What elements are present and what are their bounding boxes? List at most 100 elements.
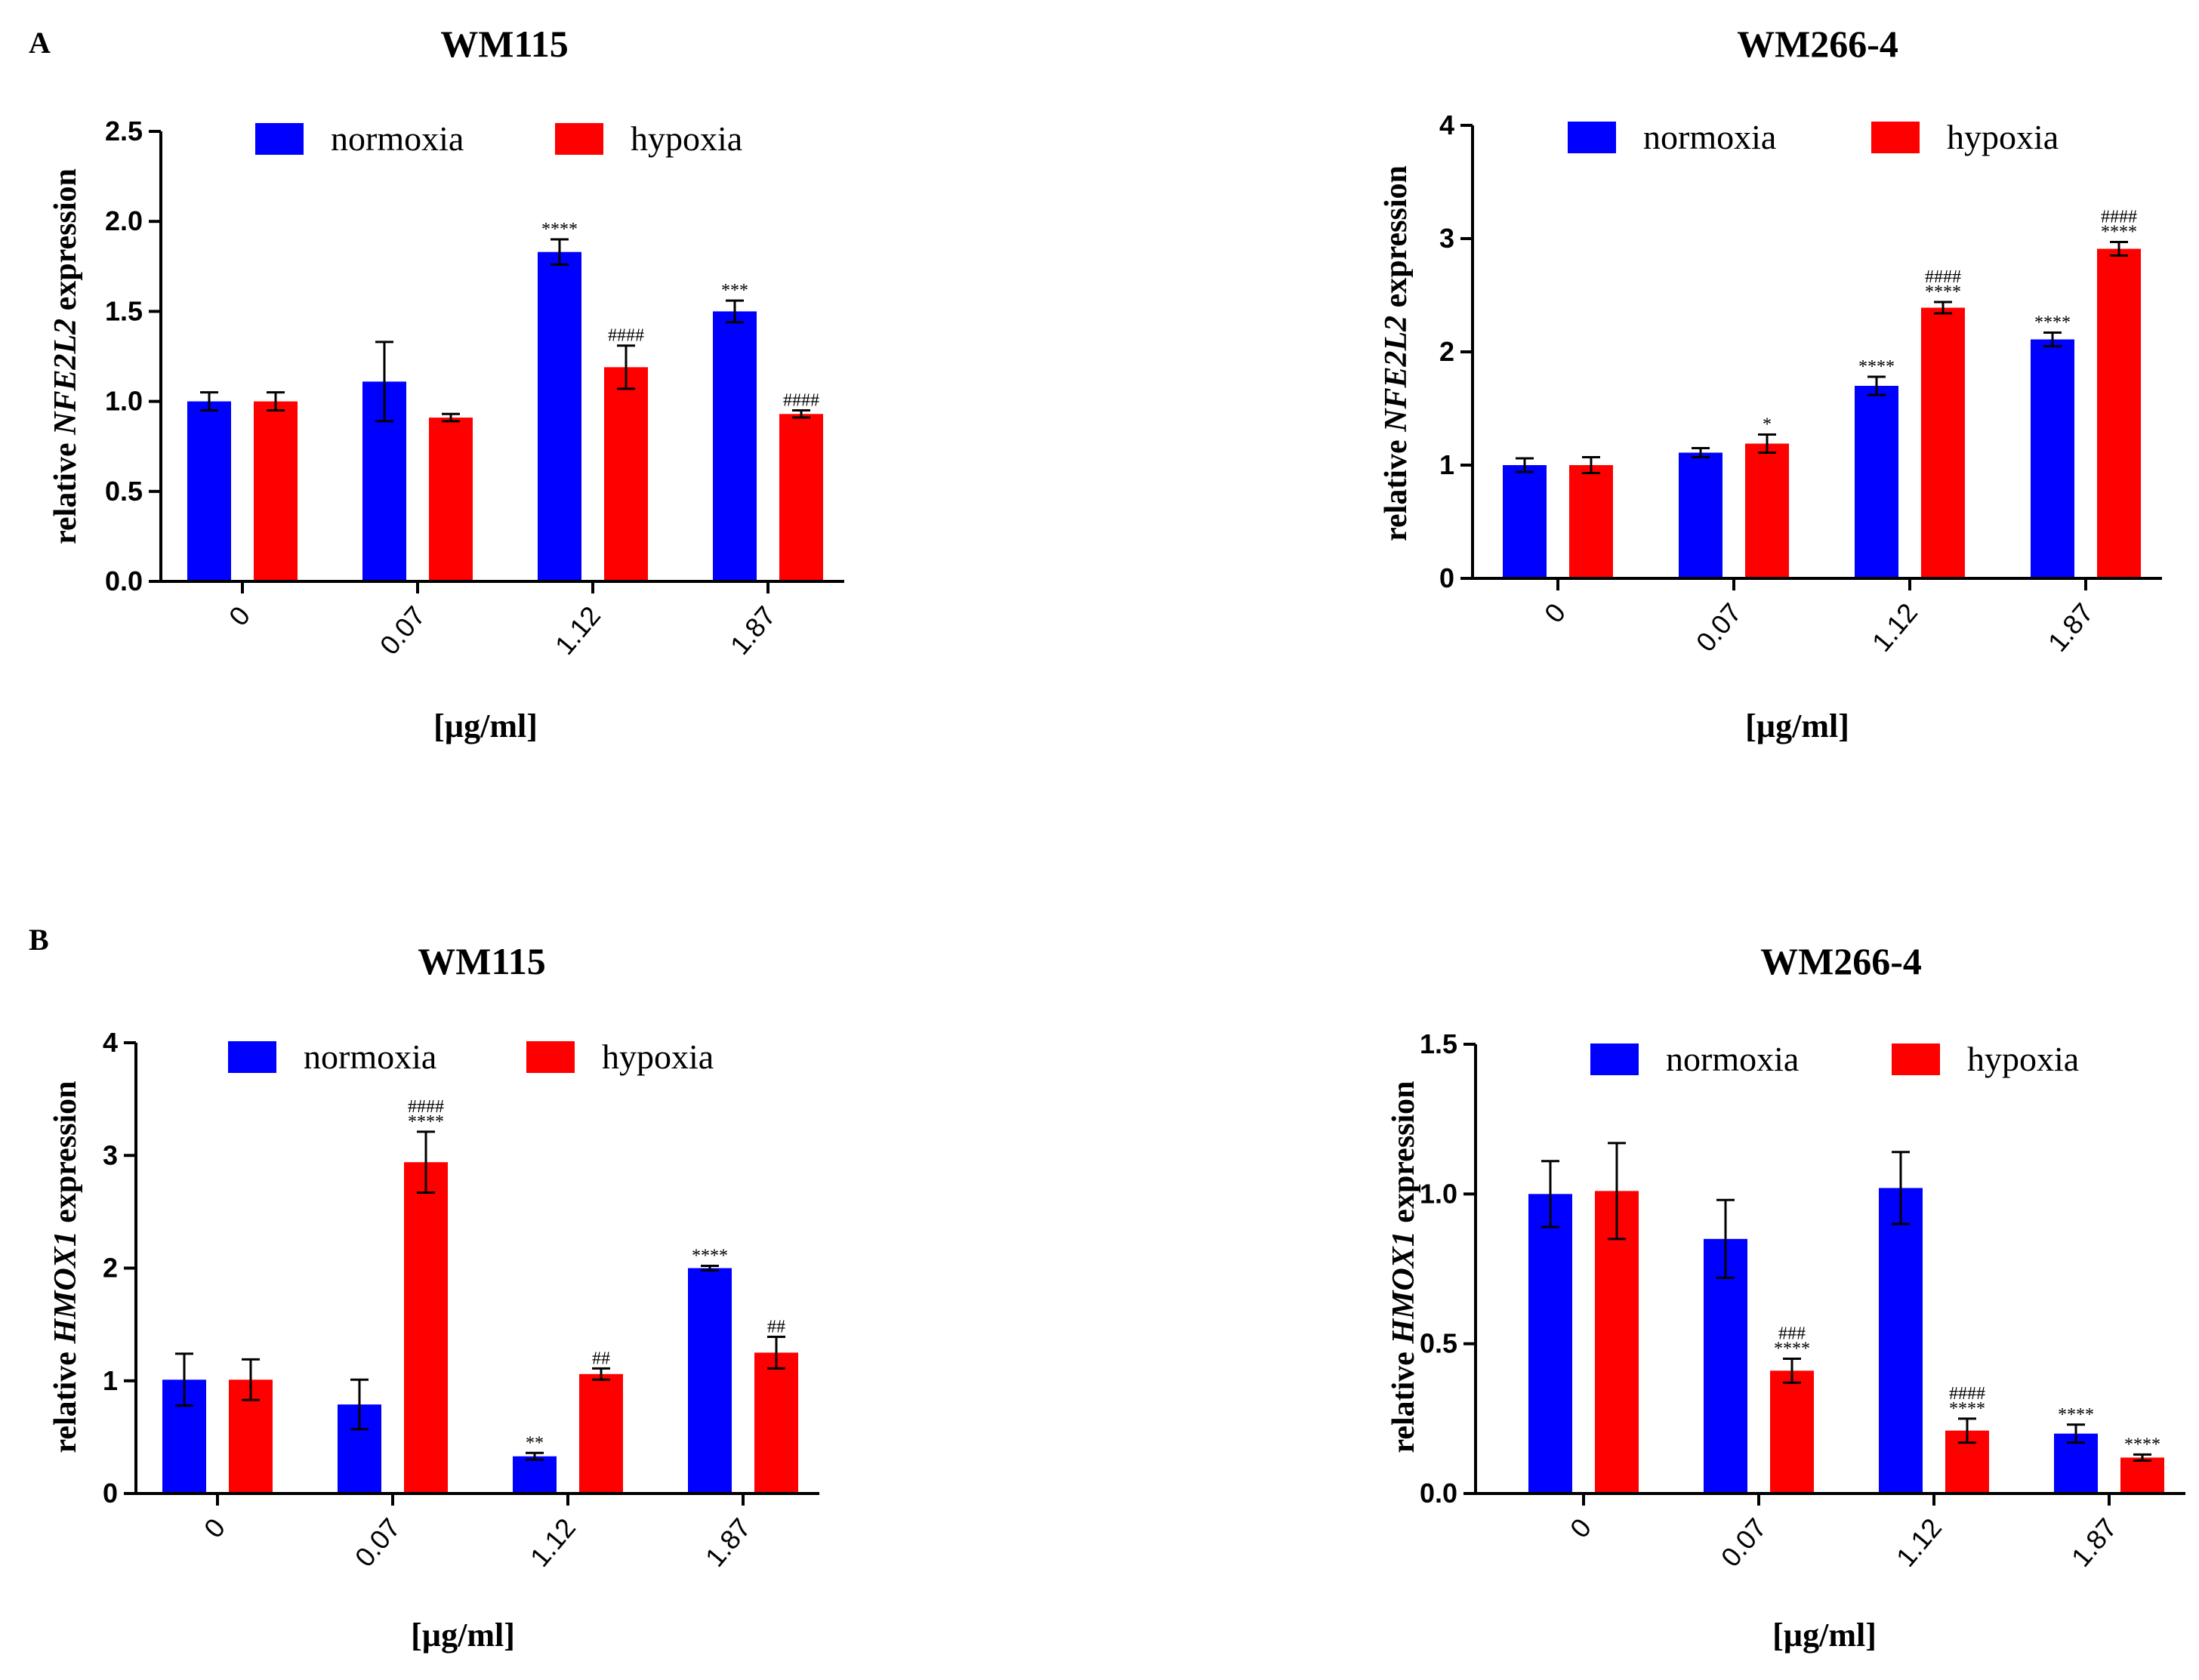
legend-item-normoxia: normoxia: [255, 119, 464, 158]
significance-mark: ****: [2034, 313, 2071, 333]
x-axis-label: [µg/ml]: [1745, 707, 1849, 744]
y-tick-label: 4: [103, 1027, 118, 1058]
x-tick-label: 1.12: [524, 1512, 581, 1573]
significance-mark: *: [1763, 415, 1772, 435]
error-bar-hypoxia-0: [1608, 1142, 1626, 1241]
bar-normoxia-0: [187, 401, 231, 581]
x-tick-label: 0.07: [349, 1512, 406, 1573]
legend-swatch-hypoxia: [1892, 1043, 1940, 1075]
significance-mark: ****: [2058, 1405, 2094, 1425]
legend-label-hypoxia: hypoxia: [602, 1037, 714, 1076]
y-tick-label: 2.5: [105, 116, 143, 146]
error-bar-normoxia-2: [551, 238, 569, 266]
legend: normoxia hypoxia: [1590, 1040, 2079, 1078]
chart-title: WM266-4: [1760, 940, 1922, 982]
x-tick-label: 0: [1564, 1512, 1597, 1544]
bar-hypoxia-0: [1569, 465, 1613, 578]
error-bar-normoxia-3: [726, 299, 744, 324]
chart-title: WM266-4: [1737, 23, 1898, 65]
y-tick-label: 1: [1439, 449, 1454, 480]
legend-item-normoxia: normoxia: [228, 1037, 436, 1076]
error-bar-hypoxia-0: [267, 391, 285, 412]
legend-label-hypoxia: hypoxia: [631, 119, 742, 158]
error-bar-hypoxia-1: [1783, 1358, 1801, 1384]
y-axis-label: relative NFE2L2 expression: [1379, 165, 1414, 541]
y-axis-label-suffix: expression: [48, 168, 83, 319]
bar-hypoxia-2: [579, 1373, 623, 1494]
error-bar-normoxia-3: [701, 1265, 719, 1272]
y-tick-label: 2: [1439, 336, 1454, 367]
y-axis-label-prefix: relative: [48, 1344, 83, 1453]
y-axis-label-suffix: expression: [1386, 1080, 1421, 1231]
legend-label-normoxia: normoxia: [331, 119, 464, 158]
bar-hypoxia-3: [754, 1352, 798, 1494]
legend-label-normoxia: normoxia: [1666, 1040, 1799, 1078]
bar-hypoxia-1: [1770, 1370, 1814, 1494]
significance-mark: **: [526, 1433, 544, 1453]
bar-normoxia-2: [1855, 386, 1898, 578]
legend-label-normoxia: normoxia: [304, 1037, 436, 1076]
legend: normoxia hypoxia: [228, 1037, 714, 1076]
error-bar-normoxia-3: [2067, 1423, 2085, 1444]
legend-item-hypoxia: hypoxia: [1892, 1040, 2079, 1078]
bar-hypoxia-3: [779, 414, 823, 581]
legend-swatch-normoxia: [1590, 1043, 1639, 1075]
significance-mark: ****: [541, 220, 578, 239]
legend-swatch-hypoxia: [555, 123, 603, 155]
y-axis-label-suffix: expression: [1379, 165, 1414, 316]
significance-mark: ####: [2101, 208, 2137, 227]
error-bar-normoxia-1: [375, 341, 393, 423]
significance-mark: ****: [2124, 1435, 2160, 1454]
bar-normoxia-2: [513, 1456, 557, 1494]
y-tick-label: 1.5: [1420, 1028, 1457, 1059]
chart-title: WM115: [418, 940, 545, 982]
x-axis-label: [µg/ml]: [433, 707, 538, 744]
bar-hypoxia-3: [2120, 1457, 2164, 1494]
error-bar-normoxia-1: [1692, 447, 1710, 458]
bar-hypoxia-1: [1745, 443, 1789, 578]
y-tick-label: 1.0: [105, 386, 143, 417]
bar-normoxia-2: [1879, 1188, 1923, 1494]
significance-mark: ****: [1925, 282, 1961, 302]
error-bar-hypoxia-2: [617, 344, 635, 390]
bar-hypoxia-1: [429, 418, 473, 581]
x-tick-label: 0: [223, 600, 256, 632]
x-tick-label: 1.12: [549, 600, 606, 661]
error-bar-normoxia-3: [2043, 331, 2062, 347]
y-tick-label: 0: [1439, 563, 1454, 593]
x-tick-label: 0: [198, 1512, 231, 1544]
y-tick-label: 3: [103, 1139, 118, 1170]
legend-swatch-normoxia: [1568, 122, 1616, 153]
legend: normoxia hypoxia: [255, 119, 742, 158]
y-tick-label: 0.0: [105, 566, 143, 596]
y-axis-label-prefix: relative: [48, 435, 83, 544]
error-bar-normoxia-0: [175, 1352, 193, 1407]
error-bar-hypoxia-3: [767, 1336, 785, 1370]
y-tick-label: 4: [1439, 109, 1454, 140]
legend-item-hypoxia: hypoxia: [555, 119, 742, 158]
y-tick-label: 0: [103, 1478, 118, 1509]
bar-hypoxia-2: [1921, 307, 1965, 578]
x-tick-label: 1.87: [2042, 597, 2099, 658]
legend-item-normoxia: normoxia: [1590, 1040, 1799, 1078]
error-bar-hypoxia-1: [1758, 433, 1776, 454]
significance-mark: ####: [783, 391, 819, 411]
bar-hypoxia-0: [254, 401, 298, 581]
error-bar-hypoxia-1: [442, 412, 460, 423]
x-tick-label: 1.87: [2065, 1512, 2123, 1573]
error-bar-hypoxia-0: [242, 1358, 260, 1401]
bar-hypoxia-1: [404, 1162, 448, 1494]
x-axis-label: [µg/ml]: [411, 1617, 515, 1654]
error-bar-hypoxia-1: [417, 1130, 435, 1194]
y-tick-label: 0.0: [1420, 1478, 1457, 1509]
legend-item-hypoxia: hypoxia: [526, 1037, 714, 1076]
error-bar-normoxia-0: [200, 391, 218, 412]
panel-label-b: B: [29, 923, 49, 957]
significance-mark: ****: [1858, 357, 1895, 377]
bar-normoxia-1: [1704, 1238, 1747, 1494]
error-bar-normoxia-2: [1892, 1151, 1910, 1225]
chart-title: WM115: [440, 23, 568, 65]
